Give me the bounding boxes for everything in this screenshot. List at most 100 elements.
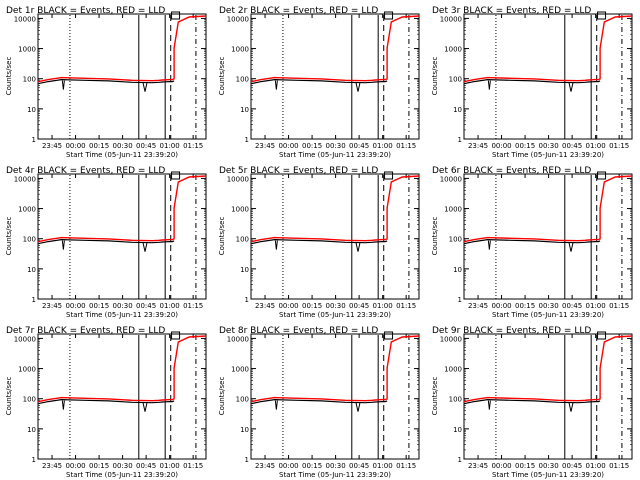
lld-line	[463, 15, 633, 83]
x-tick-label: 01:15	[396, 302, 416, 310]
y-tick-label: 10000	[227, 175, 249, 183]
events-line	[463, 238, 601, 245]
y-tick-label: 100	[236, 236, 249, 244]
panel-title: Det 2r BLACK = Events, RED = LLD	[219, 6, 378, 16]
x-tick-label: 01:15	[183, 302, 203, 310]
x-tick-label: 00:15	[89, 142, 109, 150]
y-tick-label: 10000	[14, 335, 36, 343]
y-tick-label: 10	[27, 426, 36, 434]
panel-title: Det 1r BLACK = Events, RED = LLD	[6, 6, 165, 16]
y-tick-label: 1000	[231, 46, 249, 54]
x-tick-label: 00:30	[113, 462, 133, 470]
x-tick-label: 00:00	[278, 302, 298, 310]
lld-line	[463, 175, 633, 243]
y-tick-label: 100	[449, 236, 462, 244]
x-axis-label: Start Time (05-Jun-11 23:39:20)	[66, 151, 178, 159]
x-tick-label: 00:15	[515, 142, 535, 150]
plot-frame	[250, 333, 420, 460]
x-tick-label: 23:45	[468, 142, 488, 150]
y-tick-label: 100	[23, 76, 36, 84]
x-tick-label: 23:45	[42, 142, 62, 150]
x-axis-label: Start Time (05-Jun-11 23:39:20)	[66, 311, 178, 319]
y-tick-label: 1	[32, 136, 36, 144]
events-dip	[355, 402, 361, 412]
x-tick-label: 00:45	[136, 302, 156, 310]
x-tick-label: 00:30	[326, 142, 346, 150]
x-tick-label: 00:30	[113, 302, 133, 310]
top-box-marker	[171, 11, 181, 20]
x-tick-label: 01:00	[160, 142, 180, 150]
y-tick-label: 100	[236, 76, 249, 84]
y-tick-label: 1000	[444, 46, 462, 54]
y-tick-label: 100	[23, 396, 36, 404]
y-tick-label: 1000	[444, 366, 462, 374]
y-tick-label: 1	[32, 456, 36, 464]
x-tick-label: 23:45	[468, 462, 488, 470]
y-axis-label: Counts/sec	[431, 57, 439, 96]
events-line	[463, 78, 601, 85]
detector-panel: Det 3r BLACK = Events, RED = LLD Counts/s…	[431, 6, 633, 159]
x-tick-label: 01:15	[396, 142, 416, 150]
lld-line	[250, 335, 420, 403]
lld-line	[37, 15, 207, 83]
x-axis-label: Start Time (05-Jun-11 23:39:20)	[492, 151, 604, 159]
panel-title: Det 3r BLACK = Events, RED = LLD	[432, 6, 591, 16]
x-tick-label: 00:00	[278, 462, 298, 470]
events-line	[250, 78, 388, 85]
y-tick-label: 10	[27, 106, 36, 114]
y-tick-label: 10	[240, 426, 249, 434]
y-axis-label: Counts/sec	[5, 57, 13, 96]
panel-title: Det 5r BLACK = Events, RED = LLD	[219, 166, 378, 176]
x-tick-label: 23:45	[255, 462, 275, 470]
y-tick-label: 100	[23, 236, 36, 244]
y-tick-label: 1000	[18, 206, 36, 214]
x-tick-label: 01:15	[183, 142, 203, 150]
detector-panel: Det 8r BLACK = Events, RED = LLD Counts/s…	[218, 326, 420, 479]
plot-frame	[463, 13, 633, 140]
panel-title: Det 8r BLACK = Events, RED = LLD	[219, 326, 378, 336]
x-tick-label: 23:45	[42, 302, 62, 310]
y-tick-label: 1	[32, 296, 36, 304]
x-tick-label: 00:30	[539, 142, 559, 150]
events-dip	[142, 82, 148, 92]
y-tick-label: 100	[449, 396, 462, 404]
events-dip	[274, 400, 278, 410]
x-tick-label: 01:00	[586, 462, 606, 470]
x-tick-label: 00:30	[113, 142, 133, 150]
top-box-marker	[597, 331, 607, 340]
y-tick-label: 1	[245, 456, 249, 464]
lld-line	[37, 175, 207, 243]
detector-panel: Det 5r BLACK = Events, RED = LLD Counts/s…	[218, 166, 420, 319]
panel-title: Det 9r BLACK = Events, RED = LLD	[432, 326, 591, 336]
x-tick-label: 00:00	[491, 462, 511, 470]
y-tick-label: 1000	[444, 206, 462, 214]
x-tick-label: 00:15	[89, 302, 109, 310]
y-tick-label: 10000	[440, 15, 462, 23]
x-tick-label: 00:00	[278, 142, 298, 150]
x-tick-label: 00:15	[302, 142, 322, 150]
x-tick-label: 00:15	[302, 462, 322, 470]
x-tick-label: 00:45	[136, 142, 156, 150]
y-tick-label: 10000	[227, 335, 249, 343]
x-axis-label: Start Time (05-Jun-11 23:39:20)	[66, 471, 178, 479]
y-tick-label: 1	[458, 296, 462, 304]
events-dip	[142, 402, 148, 412]
y-tick-label: 1000	[231, 366, 249, 374]
y-tick-label: 1000	[231, 206, 249, 214]
x-tick-label: 01:15	[609, 462, 629, 470]
x-tick-label: 01:15	[609, 142, 629, 150]
x-tick-label: 00:00	[491, 302, 511, 310]
x-tick-label: 23:45	[42, 462, 62, 470]
x-tick-label: 23:45	[255, 302, 275, 310]
x-tick-label: 00:45	[562, 462, 582, 470]
detector-panel: Det 7r BLACK = Events, RED = LLD Counts/s…	[5, 326, 207, 479]
plot-frame	[463, 173, 633, 300]
top-box-marker	[384, 171, 394, 180]
x-tick-label: 01:00	[373, 142, 393, 150]
events-dip	[61, 400, 65, 410]
y-axis-label: Counts/sec	[5, 217, 13, 256]
x-tick-label: 00:00	[65, 302, 85, 310]
x-axis-label: Start Time (05-Jun-11 23:39:20)	[279, 311, 391, 319]
detector-panel: Det 9r BLACK = Events, RED = LLD Counts/s…	[431, 326, 633, 479]
events-dip	[487, 400, 491, 410]
